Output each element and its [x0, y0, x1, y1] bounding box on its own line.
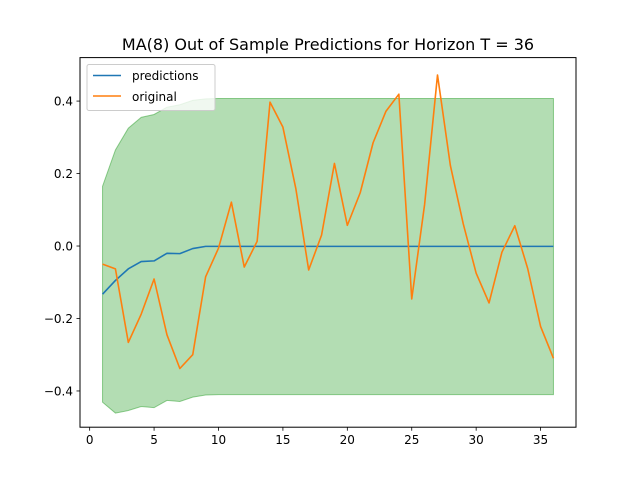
- confidence-band: [102, 98, 554, 414]
- series-line-predictions: [101, 245, 554, 295]
- x-tick-label: 30: [469, 433, 484, 447]
- x-tick-label: 25: [404, 433, 419, 447]
- legend-label-predictions: predictions: [132, 69, 198, 83]
- plot-area-frame: [79, 57, 577, 428]
- series-layer: [101, 74, 555, 370]
- x-axis: 0 5 10 15 20 25 30 35: [86, 427, 548, 447]
- chart-title: MA(8) Out of Sample Predictions for Hori…: [122, 35, 534, 54]
- legend-label-original: original: [132, 90, 177, 104]
- y-tick-label: 0.2: [54, 167, 73, 181]
- y-tick-label: 0.0: [54, 240, 73, 254]
- y-axis: −0.4 −0.2 0.0 0.2 0.4: [44, 95, 80, 398]
- y-tick-label: 0.4: [54, 95, 73, 109]
- legend: predictions original: [86, 64, 216, 111]
- x-tick-label: 5: [150, 433, 158, 447]
- series-line-original: [102, 74, 555, 370]
- x-tick-label: 35: [533, 433, 548, 447]
- y-tick-label: −0.2: [44, 312, 73, 326]
- x-tick-label: 20: [340, 433, 355, 447]
- x-tick-label: 15: [275, 433, 290, 447]
- confidence-band-layer: [102, 98, 554, 414]
- x-tick-label: 10: [211, 433, 226, 447]
- x-tick-label: 0: [86, 433, 94, 447]
- y-tick-label: −0.4: [44, 384, 73, 398]
